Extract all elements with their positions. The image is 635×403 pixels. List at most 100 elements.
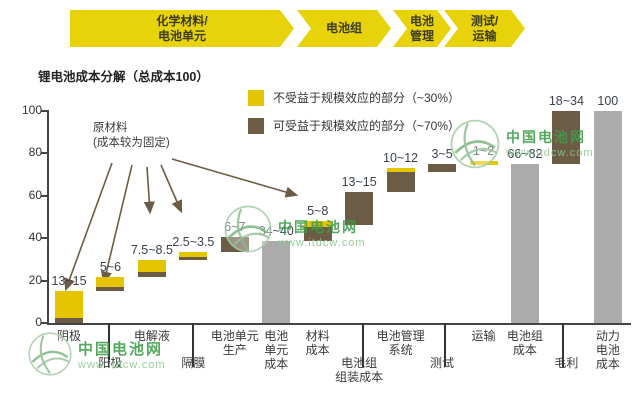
bar-segment: [96, 286, 125, 292]
process-step-label: 电池: [409, 13, 434, 28]
x-axis-separator: [108, 323, 110, 367]
process-step-pack: 电池组: [297, 10, 391, 47]
bar-segment: [137, 272, 166, 278]
legend-swatch-brown: [248, 117, 264, 134]
bar-segment: [220, 237, 249, 252]
bar-category-label: 隔膜: [148, 356, 238, 370]
bar-category-label: 电池单元 生产: [190, 329, 280, 357]
bar-category-line: 电池组: [506, 329, 543, 343]
bar-category-line: 系统: [388, 343, 413, 357]
bar-segment: [469, 160, 498, 166]
x-axis-separator: [362, 323, 364, 367]
y-tick-mark: [41, 322, 47, 324]
bar-category-label: 动力 电池 成本: [563, 329, 635, 371]
bar-category-line: 生产: [222, 343, 247, 357]
legend-label: 不受益于规模效应的部分（~30%）: [273, 91, 461, 105]
bar-segment: [262, 241, 291, 323]
bar-category-line: 动力: [595, 329, 620, 343]
y-tick-label: 20: [28, 272, 42, 287]
y-tick-label: 80: [28, 145, 42, 160]
bar-category-label: 阳极: [65, 356, 155, 370]
bar-category-line: 成本: [264, 357, 289, 371]
bar-category-label: 电池组 组装成本: [314, 356, 404, 384]
bar-segment: [137, 260, 166, 273]
bar-category-line: 测试: [430, 356, 455, 370]
bar-category-line: 成本: [512, 343, 537, 357]
process-step-label: 化学材料/: [156, 13, 208, 28]
bar-segment: [345, 191, 374, 226]
bar-category-label: 电解液: [107, 329, 197, 343]
bar-category-label: 毛利: [521, 356, 611, 370]
bar-category-line: 电池: [595, 343, 620, 357]
y-tick-mark: [41, 194, 47, 197]
y-tick-label: 40: [28, 230, 42, 245]
y-tick-label: 100: [21, 103, 42, 117]
annotation-line: 原材料: [93, 122, 128, 134]
y-tick-label: 60: [28, 187, 42, 202]
process-step-label: 电池组: [325, 21, 362, 35]
bar-category-line: 电池管理: [376, 329, 425, 343]
process-step-label: 电池单元: [157, 28, 206, 43]
bar-segment: [593, 111, 622, 323]
y-axis-line: [47, 110, 49, 324]
bar-value-label: 100: [597, 94, 619, 108]
bar-category-label: 电池管理 系统: [356, 329, 446, 357]
x-axis-separator: [444, 323, 446, 367]
bar-segment: [303, 226, 332, 242]
legend-item-no-scale: 不受益于规模效应的部分（~30%）: [248, 89, 460, 106]
bar-category-label: 电池 单元 成本: [231, 329, 321, 371]
legend-label: 可受益于规模效应的部分（~70%）: [273, 119, 461, 133]
bar-category-line: 运输: [471, 329, 496, 343]
y-tick-mark: [41, 110, 47, 112]
annotation-line: (成本较为固定): [93, 136, 170, 149]
process-step-label: 管理: [409, 28, 434, 43]
bar-category-label: 材料 成本: [273, 329, 363, 357]
bar-category-line: 电池单元: [210, 329, 259, 343]
bar-category-line: 材料: [305, 329, 330, 343]
bar-value-label: 13~15: [341, 174, 377, 189]
process-step-materials-cell: 化学材料/ 电池单元: [70, 10, 294, 47]
bar-segment: [55, 291, 83, 318]
bar-segment: [386, 168, 415, 173]
process-step-label: 测试/: [470, 13, 499, 28]
bar-category-line: 电池: [264, 329, 289, 343]
bar-segment: [303, 221, 332, 227]
bar-category-line: 电解液: [133, 329, 170, 343]
bar-value-label: 10~12: [383, 151, 419, 166]
bar-value-label: 18~34: [548, 94, 584, 108]
x-axis-separator: [192, 323, 194, 367]
process-step-management: 电池 管理: [393, 10, 451, 47]
bar-segment: [510, 164, 539, 323]
bar-segment: [428, 164, 457, 173]
bar-category-line: 毛利: [554, 356, 579, 370]
bar-value-label: 66~82: [507, 147, 543, 161]
y-tick-label: 0: [35, 315, 42, 329]
bar-value-label: 2.5~3.5: [172, 234, 215, 249]
y-tick-mark: [41, 152, 47, 155]
bar-category-line: 成本: [595, 357, 620, 371]
bar-segment: [552, 111, 581, 164]
process-step-label: 运输: [472, 28, 497, 43]
bar-category-line: 成本: [305, 343, 330, 357]
bar-category-line: 隔膜: [181, 356, 206, 370]
process-step-test-transport: 测试/ 运输: [444, 10, 525, 47]
legend-swatch-yellow: [248, 89, 264, 106]
annotation-raw-materials: 原材料 (成本较为固定): [93, 121, 170, 151]
bar-segment: [386, 172, 415, 192]
bar-value-label: 7.5~8.5: [130, 243, 173, 258]
legend-item-scale: 可受益于规模效应的部分（~70%）: [248, 117, 460, 134]
bar-segment: [96, 277, 125, 287]
bar-category-line: 电池组: [341, 356, 378, 370]
bar-value-label: 3~5: [431, 147, 453, 161]
bar-value-label: 5~8: [307, 204, 329, 219]
bar-category-line: 阴极: [56, 329, 81, 343]
bar-category-line: 单元: [264, 343, 289, 357]
y-tick-mark: [41, 279, 47, 282]
bar-category-label: 运输: [439, 329, 529, 343]
bar-value-label: 13~15: [51, 274, 87, 289]
bar-value-label: 34~40: [258, 224, 294, 239]
bar-category-label: 阴极: [24, 329, 114, 343]
bar-category-label: 电池组 成本: [480, 329, 570, 357]
